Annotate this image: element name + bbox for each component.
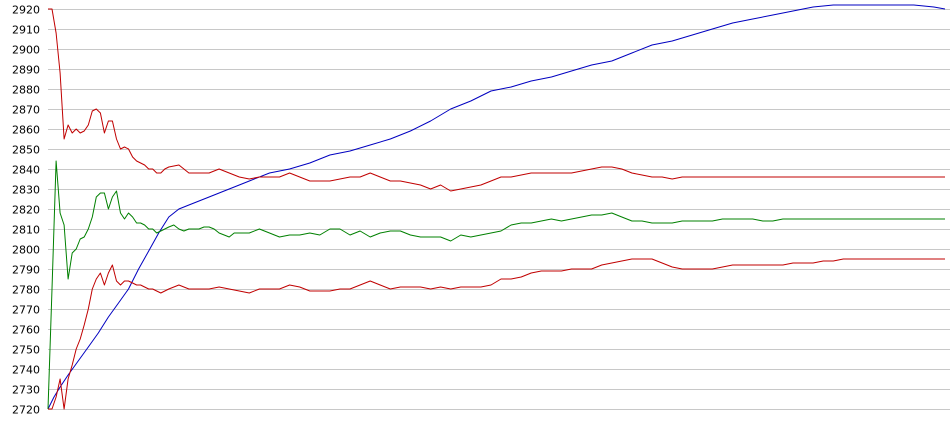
- y-tick-label-2840: 2840: [12, 164, 40, 177]
- y-tick-label-2890: 2890: [12, 64, 40, 77]
- y-tick-label-2810: 2810: [12, 224, 40, 237]
- y-tick-label-2920: 2920: [12, 4, 40, 17]
- series-lines: [47, 4, 946, 410]
- y-tick-label-2830: 2830: [12, 184, 40, 197]
- y-tick-label-2740: 2740: [12, 364, 40, 377]
- y-tick-label-2770: 2770: [12, 304, 40, 317]
- y-tick-label-2730: 2730: [12, 384, 40, 397]
- y-tick-label-2880: 2880: [12, 84, 40, 97]
- y-tick-label-2900: 2900: [12, 44, 40, 57]
- series-line-3: [48, 8, 945, 192]
- y-tick-label-2850: 2850: [12, 144, 40, 157]
- y-tick-label-2800: 2800: [12, 244, 40, 257]
- series-line-4: [48, 258, 945, 410]
- y-tick-label-2760: 2760: [12, 324, 40, 337]
- series-line-2: [47, 160, 945, 410]
- series-line-1: [47, 4, 946, 410]
- y-tick-label-2820: 2820: [12, 204, 40, 217]
- y-tick-label-2790: 2790: [12, 264, 40, 277]
- y-tick-label-2910: 2910: [12, 24, 40, 37]
- y-tick-label-2750: 2750: [12, 344, 40, 357]
- y-tick-label-2870: 2870: [12, 104, 40, 117]
- y-tick-label-2780: 2780: [12, 284, 40, 297]
- grid-lines: [48, 9, 950, 410]
- y-axis-tick-labels: 2720 2730 2740 2750 2760 2770 2780 2790 2800 2810…: [12, 4, 40, 417]
- y-tick-label-2720: 2720: [12, 404, 40, 417]
- y-tick-label-2860: 2860: [12, 124, 40, 137]
